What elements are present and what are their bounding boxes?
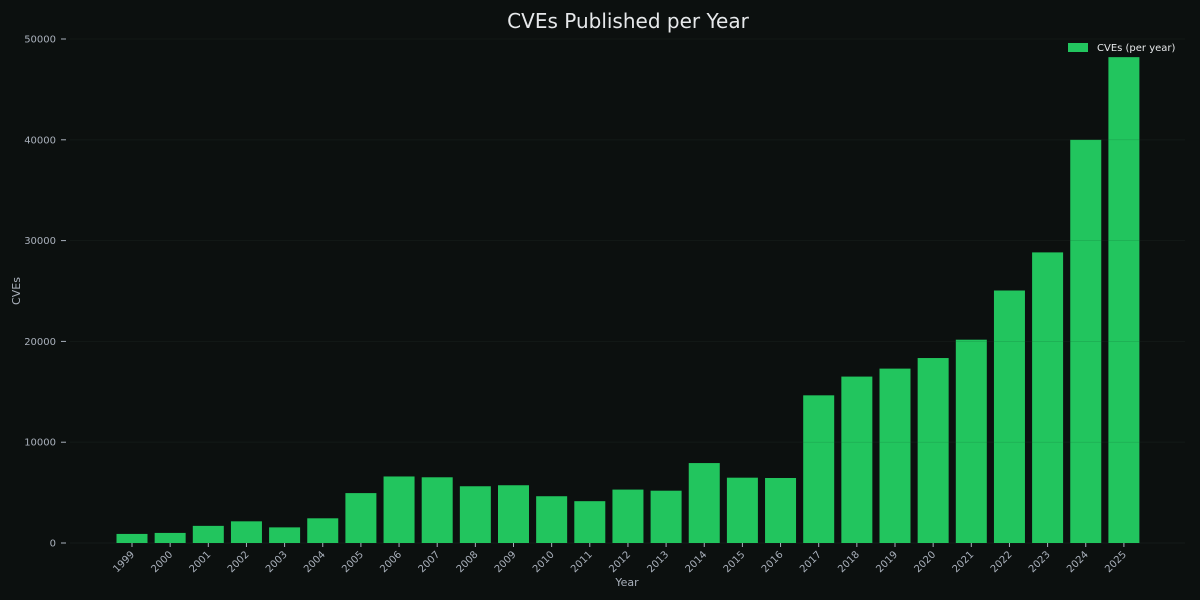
legend: CVEs (per year) [1068, 43, 1176, 54]
bar-2002 [230, 521, 262, 543]
bar-2013 [650, 490, 682, 543]
bar-2011 [574, 501, 606, 543]
bar-2015 [726, 477, 758, 543]
bar-2008 [459, 486, 491, 543]
bar-2004 [307, 518, 339, 543]
bar-2001 [192, 525, 224, 543]
bar-1999 [116, 533, 148, 543]
bar-2000 [154, 532, 186, 543]
y-tick-label: 10000 [24, 438, 56, 449]
y-tick-label: 20000 [24, 337, 56, 348]
legend-entry-label: CVEs (per year) [1097, 43, 1176, 54]
bar-2021 [955, 339, 987, 543]
bar-2019 [879, 368, 911, 543]
bar-2025 [1108, 57, 1140, 543]
bar-2017 [803, 395, 835, 543]
bar-2007 [421, 477, 453, 543]
bar-2003 [269, 527, 301, 543]
bar-2005 [345, 493, 377, 543]
bar-2023 [1032, 252, 1064, 543]
y-tick-label: 0 [50, 539, 56, 550]
y-axis: 0 10000 20000 30000 40000 50000 [24, 35, 66, 550]
bar-2020 [917, 358, 949, 543]
y-axis-label: CVEs [10, 277, 23, 305]
bar-2022 [993, 290, 1025, 543]
chart-title: CVEs Published per Year [507, 9, 749, 33]
y-tick-label: 30000 [24, 236, 56, 247]
bar-2018 [841, 376, 873, 543]
y-tick-label: 40000 [24, 135, 56, 146]
bar-2016 [765, 477, 797, 543]
y-tick-label: 50000 [24, 35, 56, 46]
bar-2009 [498, 485, 529, 543]
bar-2006 [383, 476, 415, 543]
legend-swatch [1068, 43, 1088, 52]
bar-series [70, 38, 1185, 544]
bar-2012 [612, 489, 644, 543]
bar-2014 [688, 463, 720, 543]
x-axis-label: Year [614, 576, 639, 589]
bar-2010 [536, 496, 568, 543]
bar-2024 [1070, 139, 1102, 544]
